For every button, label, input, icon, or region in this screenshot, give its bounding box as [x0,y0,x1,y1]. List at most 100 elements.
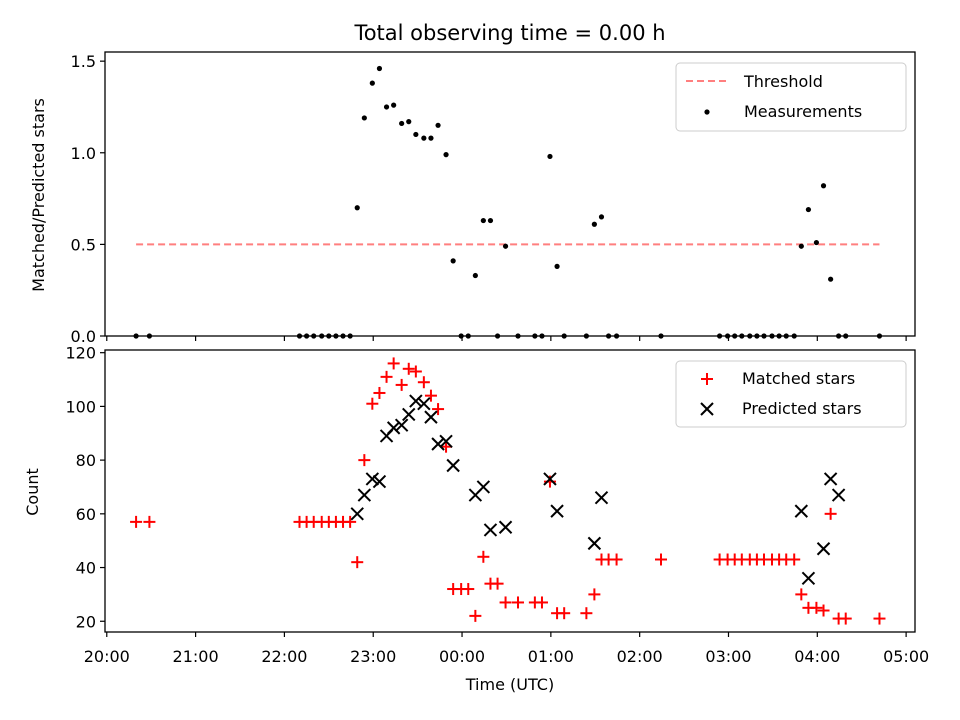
bottom-x-tick-label: 23:00 [350,647,396,666]
predicted-star-stroke [357,488,372,502]
predicted-star-point [483,523,498,537]
predicted-star-stroke [823,472,838,486]
top-plot-area [133,65,883,339]
matched-star-point [462,583,475,596]
measurement-point [406,119,412,125]
bottom-y-tick-label: 20 [76,612,96,631]
predicted-star-stroke [483,523,498,537]
predicted-star-point [446,458,460,473]
predicted-star-stroke [386,421,401,435]
bottom-plot-frame [104,349,916,633]
top-y-tick-label: 1.5 [71,52,96,71]
legend-matched-label: Matched stars [742,369,855,388]
measurement-point [376,65,383,72]
predicted-star-stroke [372,474,387,489]
matched-star-point [817,604,830,617]
measurement-point [820,183,827,189]
predicted-star-stroke [587,536,602,551]
predicted-star-point [394,418,409,432]
predicted-star-point [543,472,557,486]
measurement-point [369,80,375,86]
predicted-star-stroke [816,542,831,556]
bottom-x-tick-label: 20:00 [84,647,130,666]
matched-star-point [654,553,667,566]
predicted-star-stroke [543,472,557,486]
predicted-star-point [831,488,846,502]
predicted-star-point [424,410,438,424]
matched-star-point [477,550,490,563]
measurement-point [361,115,367,121]
measurement-point [798,243,804,249]
top-chart-title: Total observing time = 0.00 h [353,21,665,45]
matched-star-point [558,607,571,620]
bottom-x-tick-label: 05:00 [883,647,929,666]
top-legend-box [675,62,907,132]
predicted-star-point [794,504,809,518]
predicted-star-stroke [831,488,846,502]
matched-star-point [795,588,808,601]
matched-star-point [610,553,623,566]
matched-star-point [344,515,357,528]
predicted-star-point [587,536,602,551]
predicted-star-stroke [417,397,431,411]
legend-measurements-label: Measurements [744,102,862,121]
matched-star-point [469,609,482,622]
predicted-star-point [594,491,609,505]
top-y-tick-label: 1.0 [71,144,96,163]
measurement-point [435,122,441,128]
predicted-star-stroke [446,458,460,473]
top-plot-frame [104,51,916,337]
predicted-star-stroke [476,480,491,494]
legend-predicted-swatch [700,402,714,416]
predicted-star-point [816,542,831,556]
predicted-star-stroke [394,418,409,432]
matched-star-point [788,553,801,566]
predicted-star-point [357,488,372,502]
predicted-star-point [550,504,564,518]
legend-predicted-label: Predicted stars [742,399,862,418]
legend-matched-swatch [701,373,713,385]
bottom-x-tick-label: 01:00 [528,647,574,666]
matched-star-point [580,607,593,620]
measurement-point [487,217,494,224]
measurement-point [450,258,456,264]
measurement-point [554,263,560,269]
matched-star-point [373,386,386,399]
bottom-x-axis-label: Time (UTC) [465,675,554,694]
matched-star-point [417,376,430,389]
predicted-star-point [439,434,453,449]
predicted-star-stroke [424,410,438,424]
matched-star-point [366,397,379,410]
matched-star-point [824,507,837,520]
matched-star-point [432,403,445,416]
measurement-point [502,243,509,249]
bottom-y-axis-label: Count [23,468,42,516]
bottom-x-tick-label: 21:00 [173,647,219,666]
top-y-axis-label: Matched/Predicted stars [29,98,48,292]
predicted-star-stroke [431,437,445,451]
predicted-star-stroke [498,520,513,534]
predicted-star-point [498,520,513,534]
measurement-point [828,276,834,282]
predicted-star-stroke [350,507,364,521]
predicted-star-point [409,394,423,408]
predicted-star-point [823,472,838,486]
bottom-legend-box [675,360,907,428]
bottom-y-tick-label: 120 [65,344,96,363]
measurement-point [480,217,486,224]
matched-star-point [380,370,393,383]
measurement-point [428,135,434,141]
matched-star-point [588,588,601,601]
predicted-star-stroke [801,571,816,585]
predicted-star-stroke [794,504,809,518]
measurement-point [443,152,449,158]
measurement-point [591,221,597,227]
bottom-y-tick-label: 100 [65,397,96,416]
matched-star-point [387,357,400,370]
measurement-point [391,102,397,108]
matched-star-point [511,596,524,609]
bottom-x-tick-label: 22:00 [261,647,307,666]
legend-measurements-swatch [704,109,710,115]
matched-star-point [358,454,371,467]
bottom-y-tick-label: 40 [76,559,96,578]
